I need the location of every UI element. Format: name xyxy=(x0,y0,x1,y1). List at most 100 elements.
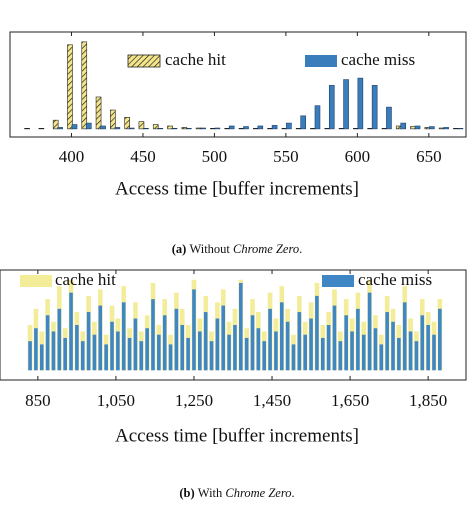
bar xyxy=(414,125,421,130)
x-tick-label: 600 xyxy=(345,147,371,166)
bar xyxy=(151,299,155,371)
legend-label: cache hit xyxy=(165,50,226,69)
bar xyxy=(356,308,360,371)
bar xyxy=(402,302,407,371)
bar xyxy=(457,127,464,130)
x-tick-label: 450 xyxy=(130,147,156,166)
bar xyxy=(257,125,264,130)
bar xyxy=(250,315,255,371)
legend-label: cache miss xyxy=(358,270,432,289)
legend-label: cache miss xyxy=(341,50,415,69)
legend-swatch xyxy=(20,275,52,287)
bar xyxy=(420,315,425,371)
bar xyxy=(228,125,235,130)
x-tick-label: 650 xyxy=(416,147,442,166)
bar xyxy=(63,337,67,371)
bar xyxy=(133,318,138,371)
bar xyxy=(371,85,378,130)
bar xyxy=(98,305,103,371)
caption-text: Without xyxy=(189,242,230,256)
x-tick-label: 1,850 xyxy=(409,391,447,410)
bar xyxy=(174,308,179,371)
bar xyxy=(400,122,407,130)
bar xyxy=(221,305,226,371)
bar xyxy=(121,302,126,371)
bar xyxy=(233,325,237,371)
x-tick-label: 1,450 xyxy=(253,391,291,410)
bar xyxy=(100,125,106,130)
bar xyxy=(57,308,62,371)
plot-frame xyxy=(0,269,467,381)
bar xyxy=(186,337,190,371)
bar xyxy=(95,96,102,130)
bar xyxy=(227,334,231,371)
x-tick-label: 1,250 xyxy=(175,391,213,410)
bar xyxy=(320,337,325,371)
bar xyxy=(124,116,130,130)
bar xyxy=(332,305,337,371)
bar xyxy=(145,328,149,371)
x-tick-label: 850 xyxy=(25,391,51,410)
bar xyxy=(34,328,38,371)
bar xyxy=(285,321,290,371)
bar xyxy=(85,122,92,130)
bar xyxy=(414,341,419,371)
bar xyxy=(297,312,302,371)
caption-label: (a) xyxy=(172,242,187,256)
bar xyxy=(373,328,378,371)
bar xyxy=(28,341,32,371)
bar xyxy=(171,127,178,130)
bar xyxy=(128,127,135,130)
bar xyxy=(432,334,436,371)
bar xyxy=(379,344,384,371)
bar xyxy=(86,312,91,371)
x-tick-label: 400 xyxy=(59,147,85,166)
bar xyxy=(271,125,278,130)
bar xyxy=(239,282,243,371)
x-axis-label: Access time [buffer increments] xyxy=(115,425,359,446)
bar xyxy=(186,127,192,130)
bar xyxy=(274,331,278,371)
plot-area xyxy=(27,279,443,371)
caption-emphasis: Chrome Zero xyxy=(233,242,299,256)
bar xyxy=(314,105,321,130)
bar xyxy=(168,344,173,371)
bar xyxy=(198,331,202,371)
bar xyxy=(397,337,401,371)
bar xyxy=(127,337,132,371)
bar xyxy=(157,127,164,130)
bar xyxy=(75,325,79,371)
plot-area xyxy=(24,41,464,130)
bar xyxy=(357,77,364,130)
bar xyxy=(438,308,442,371)
x-tick-label: 1,650 xyxy=(331,391,369,410)
bar xyxy=(386,106,392,130)
bar xyxy=(110,321,114,371)
bar xyxy=(338,341,343,371)
caption: (a) Without Chrome Zero. xyxy=(172,242,303,256)
bar xyxy=(443,127,449,130)
bar xyxy=(215,318,220,371)
bar xyxy=(326,325,331,371)
bar xyxy=(71,124,78,130)
bar xyxy=(262,341,267,371)
bar xyxy=(138,121,145,130)
bar xyxy=(39,344,44,371)
bar xyxy=(243,126,249,130)
caption-text: With xyxy=(198,486,223,500)
bar xyxy=(309,318,313,371)
x-tick-label: 500 xyxy=(202,147,228,166)
bar xyxy=(80,341,85,371)
caption-end: . xyxy=(292,486,295,500)
bar xyxy=(385,312,389,371)
bar xyxy=(51,331,56,371)
bar xyxy=(69,292,73,371)
caption-end: . xyxy=(299,242,302,256)
bar xyxy=(38,127,45,130)
bar xyxy=(361,334,366,371)
bar xyxy=(24,127,30,130)
bar xyxy=(192,289,196,371)
bar xyxy=(300,115,306,130)
caption-label: (b) xyxy=(179,486,194,500)
